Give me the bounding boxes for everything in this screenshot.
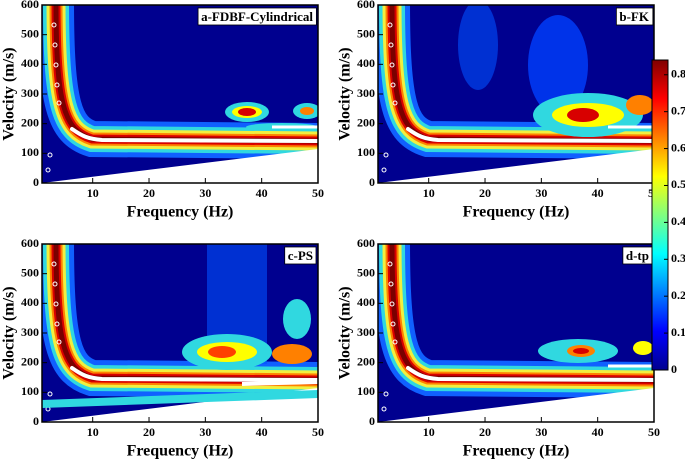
contour-field — [42, 239, 318, 422]
y-tick-label: 300 — [357, 86, 375, 100]
y-tick-label: 400 — [357, 295, 375, 309]
x-tick-label: 10 — [87, 186, 99, 200]
y-tick-label: 0 — [369, 175, 375, 189]
x-tick-label: 20 — [479, 186, 491, 200]
x-tick-label: 40 — [256, 186, 268, 200]
y-tick-label: 200 — [357, 354, 375, 368]
y-tick-label: 100 — [21, 145, 39, 159]
colorbar-tick-label: 0.7 — [671, 103, 685, 117]
x-tick-label: 20 — [479, 425, 491, 439]
x-tick-label: 20 — [143, 186, 155, 200]
y-tick-label: 500 — [21, 26, 39, 40]
x-tick-label: 10 — [87, 425, 99, 439]
y-tick-label: 400 — [21, 56, 39, 70]
panel-label-box — [615, 7, 654, 26]
colorbar-tick-label: 0.1 — [671, 325, 685, 339]
contour-field — [42, 0, 318, 183]
x-tick-label: 20 — [143, 425, 155, 439]
x-axis-label: Frequency (Hz) — [127, 204, 234, 221]
y-tick-label: 0 — [33, 414, 39, 428]
y-tick-label: 600 — [357, 0, 375, 11]
y-tick-label: 500 — [357, 26, 375, 40]
y-tick-label: 600 — [357, 236, 375, 250]
y-tick-label: 200 — [21, 354, 39, 368]
y-tick-label: 400 — [21, 295, 39, 309]
colorbar — [651, 59, 669, 371]
x-tick-label: 30 — [199, 186, 211, 200]
panel-label: a-FDBF-Cylindrical — [201, 9, 313, 24]
x-tick-label: 40 — [592, 425, 604, 439]
y-tick-label: 600 — [21, 236, 39, 250]
x-axis-label: Frequency (Hz) — [463, 443, 570, 460]
x-tick-label: 40 — [592, 186, 604, 200]
x-tick-label: 10 — [423, 186, 435, 200]
x-tick-label: 30 — [535, 425, 547, 439]
x-axis-label: Frequency (Hz) — [463, 204, 570, 221]
contour-field — [378, 0, 654, 183]
x-tick-label: 40 — [256, 425, 268, 439]
y-tick-label: 300 — [21, 86, 39, 100]
y-tick-label: 600 — [21, 0, 39, 11]
y-tick-label: 100 — [21, 384, 39, 398]
x-tick-label: 50 — [312, 425, 324, 439]
y-tick-label: 300 — [357, 325, 375, 339]
colorbar-tick-label: 0.4 — [671, 214, 685, 228]
x-tick-label: 10 — [423, 425, 435, 439]
y-tick-label: 0 — [369, 414, 375, 428]
panel-label-box — [197, 7, 317, 26]
colorbar-tick-label: 0.5 — [671, 177, 685, 191]
field — [378, 239, 654, 422]
panel-label-box — [284, 246, 317, 265]
x-axis-label: Frequency (Hz) — [127, 443, 234, 460]
x-tick-label: 50 — [648, 425, 660, 439]
colorbar-tick-label: 0.8 — [671, 67, 685, 81]
contour-field — [378, 239, 654, 422]
x-tick-label: 30 — [535, 186, 547, 200]
y-axis-label: Velocity (m/s) — [1, 286, 18, 379]
field — [42, 0, 318, 183]
colorbar-tick-label: 0.6 — [671, 140, 685, 154]
x-tick-label: 50 — [312, 186, 324, 200]
y-tick-label: 100 — [357, 384, 375, 398]
y-tick-label: 0 — [33, 175, 39, 189]
field — [378, 0, 654, 183]
panel-label: b-FK — [619, 9, 650, 24]
colorbar-tick-label: 0.2 — [671, 288, 685, 302]
y-tick-label: 200 — [357, 115, 375, 129]
colorbar-tick-label: 0 — [671, 362, 677, 376]
y-tick-label: 300 — [21, 325, 39, 339]
panel-label: d-tp — [626, 248, 649, 263]
y-axis-label: Velocity (m/s) — [337, 47, 354, 140]
panel-label: c-PS — [288, 248, 313, 263]
x-tick-label: 30 — [199, 425, 211, 439]
y-tick-label: 500 — [357, 265, 375, 279]
y-tick-label: 200 — [21, 115, 39, 129]
y-axis-label: Velocity (m/s) — [337, 286, 354, 379]
y-tick-label: 400 — [357, 56, 375, 70]
colorbar-tick-label: 0.3 — [671, 251, 685, 265]
y-axis-label: Velocity (m/s) — [1, 47, 18, 140]
y-tick-label: 500 — [21, 265, 39, 279]
y-tick-label: 100 — [357, 145, 375, 159]
